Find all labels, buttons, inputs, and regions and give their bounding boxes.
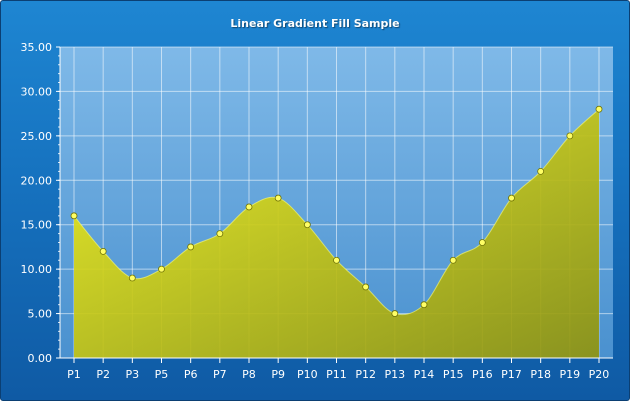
data-point: [99, 247, 107, 255]
area-series: [74, 109, 599, 358]
y-tick-label: 35.00: [21, 41, 53, 54]
data-point: [508, 194, 515, 202]
chart-title: Linear Gradient Fill Sample: [230, 17, 400, 30]
x-tick-label: P16: [472, 368, 493, 381]
x-tick-label: P18: [530, 368, 551, 381]
data-point: [245, 203, 253, 211]
x-tick-label: P13: [385, 368, 406, 381]
y-tick-label: 30.00: [21, 85, 53, 98]
data-point: [537, 167, 545, 175]
data-point: [70, 212, 78, 220]
x-tick-label: P19: [560, 368, 581, 381]
y-tick-label: 15.00: [21, 219, 53, 232]
data-point: [303, 221, 311, 229]
x-tick-label: P10: [297, 368, 318, 381]
x-tick-label: P11: [326, 368, 347, 381]
y-tick-label: 20.00: [21, 174, 53, 187]
x-tick-label: P6: [184, 368, 198, 381]
x-tick-label: P8: [242, 368, 256, 381]
x-tick-label: P17: [501, 368, 522, 381]
x-tick-label: P3: [126, 368, 140, 381]
x-tick-label: P12: [355, 368, 376, 381]
data-point: [216, 230, 224, 238]
x-tick-label: P5: [155, 368, 169, 381]
y-tick-label: 0.00: [28, 352, 53, 365]
x-tick-label: P2: [96, 368, 110, 381]
data-point: [158, 265, 165, 273]
y-tick-label: 10.00: [21, 263, 53, 276]
data-point: [128, 274, 136, 282]
data-point: [274, 194, 282, 202]
x-tick-label: P7: [213, 368, 227, 381]
data-point: [449, 256, 457, 264]
x-tick-label: P9: [271, 368, 285, 381]
data-point: [566, 132, 574, 140]
data-point: [420, 301, 428, 309]
x-tick-label: P14: [414, 368, 435, 381]
data-point: [333, 256, 340, 264]
data-point: [362, 283, 370, 291]
data-point: [187, 243, 195, 251]
data-point: [478, 239, 486, 246]
x-tick-label: P20: [589, 368, 610, 381]
x-tick-label: P15: [443, 368, 464, 381]
data-point: [595, 105, 603, 113]
y-tick-label: 25.00: [21, 130, 53, 143]
y-tick-label: 5.00: [28, 308, 53, 321]
data-point: [391, 310, 399, 317]
x-tick-label: P1: [67, 368, 81, 381]
